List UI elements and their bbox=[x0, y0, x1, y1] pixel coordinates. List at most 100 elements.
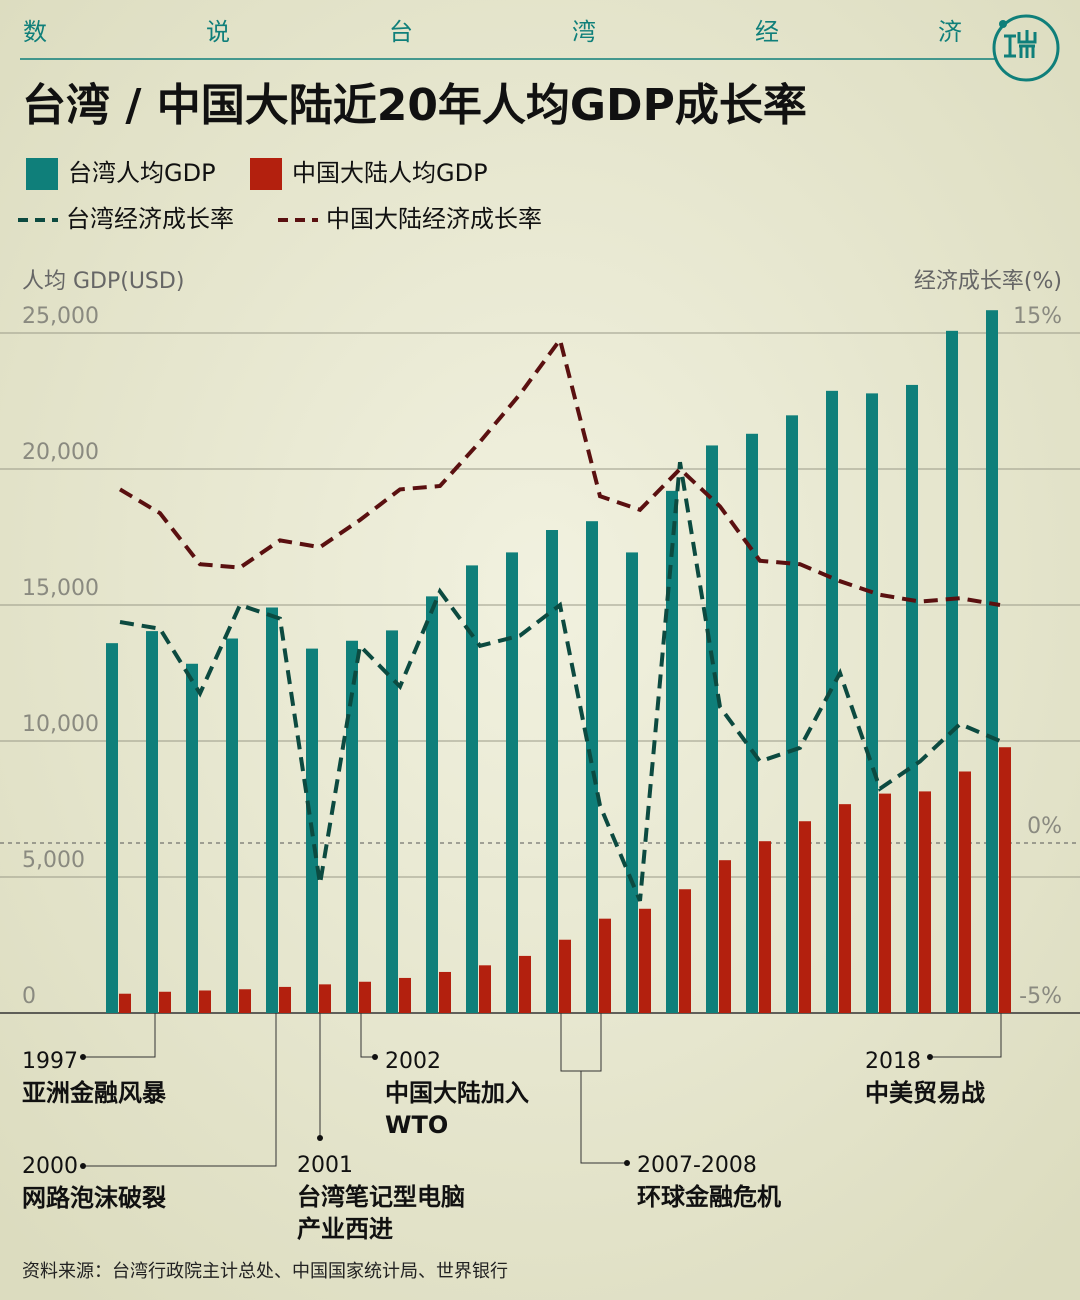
annotation-dot bbox=[317, 1135, 323, 1141]
kicker-char: 数 bbox=[23, 18, 47, 46]
annotation-text: 中美贸易战 bbox=[865, 1079, 985, 1107]
annotation-dot bbox=[372, 1054, 378, 1060]
logo bbox=[992, 14, 1060, 82]
y2-tick-label: -5% bbox=[1019, 984, 1062, 1009]
annotation-leader bbox=[560, 1013, 627, 1164]
legend-swatch bbox=[26, 158, 58, 190]
legend-label: 中国大陆人均GDP bbox=[292, 159, 488, 187]
annotation-leader bbox=[360, 1013, 375, 1058]
annotation-dot bbox=[624, 1160, 630, 1166]
legend-label: 中国大陆经济成长率 bbox=[326, 205, 542, 233]
bar bbox=[759, 841, 771, 1013]
bar bbox=[119, 993, 131, 1013]
bar bbox=[546, 530, 558, 1013]
bar bbox=[999, 747, 1011, 1013]
line bbox=[118, 335, 1001, 607]
kicker-char: 济 bbox=[938, 18, 962, 46]
bar bbox=[959, 771, 971, 1013]
y2-tick-label: 0% bbox=[1027, 814, 1062, 839]
bar bbox=[746, 433, 758, 1013]
bar bbox=[879, 793, 891, 1013]
annotation-year: 2001 bbox=[297, 1153, 353, 1178]
y2-axis-label: 经济成长率(%) bbox=[914, 269, 1062, 294]
bar bbox=[826, 390, 838, 1013]
y2-tick-label: 15% bbox=[1013, 304, 1062, 329]
bar bbox=[386, 630, 398, 1013]
kicker-char: 说 bbox=[206, 18, 230, 46]
legend-label: 台湾经济成长率 bbox=[66, 205, 234, 233]
kicker-char: 湾 bbox=[572, 18, 596, 46]
line bbox=[119, 461, 1001, 902]
annotation-text: 网路泡沫破裂 bbox=[22, 1184, 166, 1212]
bar bbox=[146, 631, 158, 1013]
bar bbox=[239, 989, 251, 1013]
bar bbox=[479, 965, 491, 1013]
annotation-dot bbox=[80, 1054, 86, 1060]
bar bbox=[666, 490, 678, 1013]
annotation-leader bbox=[930, 1013, 1002, 1058]
bar bbox=[586, 521, 598, 1013]
annotation-text: 环球金融危机 bbox=[637, 1183, 781, 1211]
legend-label: 台湾人均GDP bbox=[68, 159, 216, 187]
bar bbox=[626, 552, 638, 1013]
bar bbox=[426, 596, 438, 1013]
annotation-leader bbox=[83, 1013, 277, 1167]
bar bbox=[946, 330, 958, 1014]
bar bbox=[399, 977, 411, 1013]
bar bbox=[319, 984, 331, 1013]
y-tick-label: 10,000 bbox=[22, 712, 99, 737]
bar bbox=[639, 908, 651, 1013]
bar bbox=[679, 889, 691, 1013]
annotation-year: 2000 bbox=[22, 1154, 78, 1179]
y-tick-label: 20,000 bbox=[22, 440, 99, 465]
annotation-text: 亚洲金融风暴 bbox=[22, 1079, 167, 1107]
bar bbox=[346, 640, 358, 1013]
y-tick-label: 5,000 bbox=[22, 848, 85, 873]
annotation-text: 台湾笔记型电脑 bbox=[297, 1183, 465, 1211]
bar bbox=[919, 791, 931, 1013]
bar bbox=[359, 981, 371, 1013]
annotation-year: 2018 bbox=[865, 1049, 921, 1074]
kicker-char: 台 bbox=[389, 18, 413, 46]
bar bbox=[266, 607, 278, 1013]
bar bbox=[279, 986, 291, 1013]
bar bbox=[839, 804, 851, 1013]
annotation-leader bbox=[83, 1013, 156, 1058]
annotation-year: 2007-2008 bbox=[637, 1153, 757, 1178]
source: 资料来源：台湾行政院主计总处、中国国家统计局、世界银行 bbox=[22, 1261, 508, 1282]
annotation-text: WTO bbox=[385, 1111, 448, 1139]
legend-swatch bbox=[250, 158, 282, 190]
y-axis-label: 人均 GDP(USD) bbox=[22, 269, 184, 294]
annotation-year: 1997 bbox=[22, 1049, 78, 1074]
y-tick-label: 15,000 bbox=[22, 576, 99, 601]
chart-title: 台湾 / 中国大陆近20年人均GDP成长率 bbox=[22, 80, 807, 131]
annotation-text: 产业西进 bbox=[297, 1215, 393, 1243]
annotation-dot bbox=[80, 1163, 86, 1169]
bar bbox=[159, 991, 171, 1013]
bar bbox=[559, 939, 571, 1013]
bar bbox=[866, 393, 878, 1013]
annotation-text: 中国大陆加入 bbox=[385, 1079, 529, 1107]
kicker-char: 经 bbox=[755, 18, 779, 46]
bar bbox=[986, 310, 998, 1013]
bar bbox=[519, 955, 531, 1013]
bar bbox=[506, 552, 518, 1013]
bar bbox=[706, 445, 718, 1013]
bar bbox=[439, 971, 451, 1013]
bar bbox=[106, 643, 118, 1013]
annotation-dot bbox=[927, 1054, 933, 1060]
bar bbox=[199, 990, 211, 1013]
y-tick-label: 0 bbox=[22, 984, 36, 1009]
bar bbox=[906, 384, 918, 1013]
bar bbox=[599, 918, 611, 1013]
bar bbox=[226, 638, 238, 1013]
bar bbox=[786, 415, 798, 1013]
bar bbox=[799, 821, 811, 1013]
bar bbox=[466, 565, 478, 1013]
bar bbox=[186, 663, 198, 1013]
bar bbox=[719, 860, 731, 1013]
annotation-year: 2002 bbox=[385, 1049, 441, 1074]
